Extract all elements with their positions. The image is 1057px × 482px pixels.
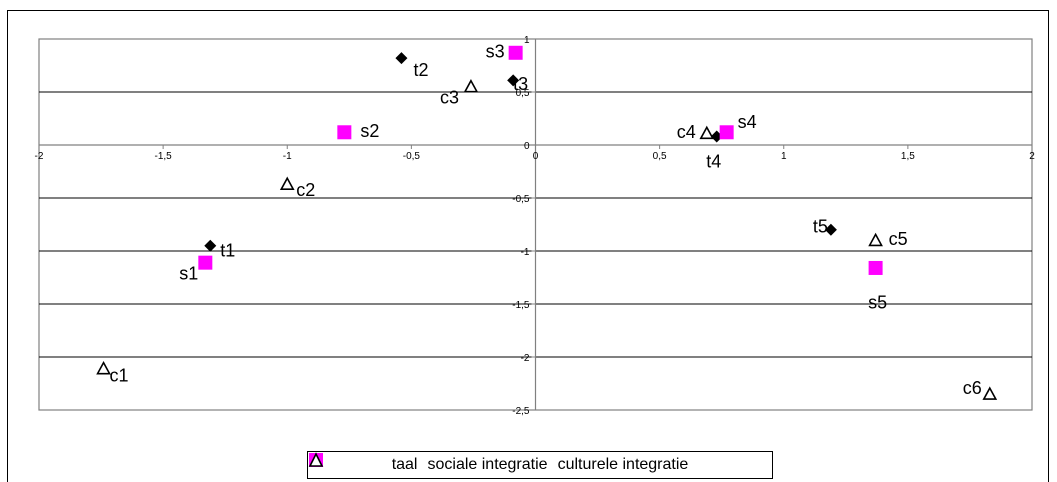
y-tick-label: -1: [521, 247, 530, 258]
point-culturele-integratie: [699, 125, 715, 140]
triangle-icon: [308, 452, 324, 467]
point-taal: [507, 74, 520, 87]
point-label-s5: s5: [868, 293, 887, 313]
chart-frame: [7, 10, 1049, 482]
x-tick-label: 1,5: [901, 151, 915, 162]
point-culturele-integratie: [463, 79, 479, 93]
point-taal: [824, 223, 837, 236]
point-label-s3: s3: [486, 42, 505, 62]
point-sociale-integratie: [337, 125, 352, 140]
point-taal: [204, 239, 217, 252]
x-tick-label: -1,5: [155, 151, 173, 162]
point-label-s1: s1: [179, 263, 198, 283]
point-label-t2: t2: [413, 60, 428, 80]
y-tick-label: -0,5: [512, 194, 530, 205]
point-label-t4: t4: [706, 151, 721, 171]
y-tick-label: -2,5: [512, 406, 530, 417]
x-tick-label: -1: [283, 151, 292, 162]
x-tick-label: -0,5: [403, 151, 421, 162]
point-culturele-integratie: [982, 386, 998, 400]
y-tick-label: 0: [524, 141, 530, 152]
legend-label: sociale integratie: [427, 456, 548, 473]
point-label-c3: c3: [440, 87, 459, 107]
point-sociale-integratie: [508, 45, 523, 60]
y-tick-label: -1,5: [512, 300, 530, 311]
legend-label: taal: [391, 456, 418, 473]
point-sociale-integratie: [198, 255, 213, 270]
point-label-s2: s2: [360, 121, 379, 141]
x-tick-label: 0: [533, 151, 539, 162]
point-culturele-integratie: [868, 232, 883, 247]
point-label-t5: t5: [813, 217, 828, 237]
point-label-s4: s4: [738, 112, 757, 132]
point-culturele-integratie: [96, 360, 111, 375]
legend-label: culturele integratie: [557, 456, 689, 473]
point-label-c4: c4: [677, 122, 696, 142]
y-tick-label: 0,5: [516, 88, 530, 99]
x-tick-label: 1: [781, 151, 787, 162]
point-sociale-integratie: [868, 260, 883, 275]
point-label-c5: c5: [889, 229, 908, 249]
point-label-t1: t1: [220, 240, 235, 260]
point-taal: [395, 52, 408, 65]
x-tick-label: 0,5: [653, 151, 667, 162]
point-label-c6: c6: [963, 378, 982, 398]
point-culturele-integratie: [279, 176, 295, 191]
legend-item-taal: taal: [310, 454, 418, 474]
point-sociale-integratie: [719, 125, 734, 140]
chart-legend: taal sociale integratie culturele integrat…: [307, 451, 773, 479]
point-label-c2: c2: [296, 180, 315, 200]
point-label-c1: c1: [110, 365, 129, 385]
y-tick-label: -2: [521, 353, 530, 364]
x-tick-label: -2: [35, 151, 44, 162]
legend-item-sociale-integratie: sociale integratie: [309, 453, 548, 474]
point-label-t3: t3: [513, 74, 528, 94]
legend-item-culturele-integratie: culturele integratie: [308, 452, 689, 474]
y-tick-label: 1: [524, 35, 530, 46]
x-tick-label: 2: [1029, 151, 1035, 162]
